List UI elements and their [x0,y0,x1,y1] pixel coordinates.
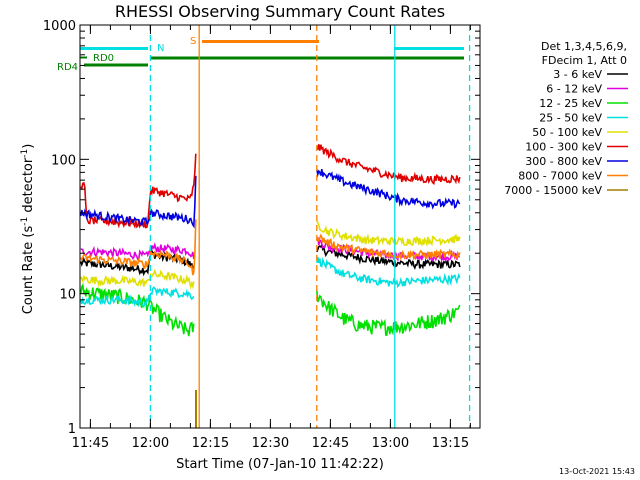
series-800-7000-kev-segment-2 [316,233,461,262]
x-axis-label: Start Time (07-Jan-10 11:42:22) [176,457,384,472]
legend-entry-300-800-kev: 300 - 800 keV [525,155,602,168]
flag-label-night: N [157,43,164,54]
series-lines [80,144,461,337]
legend-entry-50-100-kev: 50 - 100 keV [532,126,602,139]
legend-entry-6-12-kev: 6 - 12 keV [546,83,602,96]
y-axis-label: Count Rate (s-1 detector-1) [20,144,36,315]
series-300-800-kev-segment-2 [316,168,461,210]
legend-header-line-1: Det 1,3,4,5,6,9, [541,40,627,53]
legend-entry-7000-15000-kev: 7000 - 15000 keV [504,184,602,197]
x-tick-label-3: 12:15 [192,436,229,451]
series-800-7000-kev-segment-1 [80,219,197,276]
axes: 1 10 100 1000 11:45 12:00 12:15 12:30 12:45 13:00… [43,19,481,451]
flag-label-rd4: RD4 [57,62,78,73]
y-tick-label-2: 10 [59,288,76,303]
series-50-100-kev-segment-1 [80,268,195,290]
x-tick-label-7: 13:15 [432,436,469,451]
flag-bars: RD4 RD0 N S [57,36,464,428]
y-tick-label-3: 100 [51,153,76,168]
y-tick-label-1: 1 [68,422,76,437]
series-25-50-kev-segment-1 [80,286,195,309]
x-tick-label-6: 13:00 [372,436,409,451]
series-12-25-kev-segment-1 [80,282,195,337]
series-25-50-kev-segment-2 [316,256,461,289]
series-100-300-kev-segment-2 [316,144,461,186]
flag-bar-night-2 [394,47,464,50]
annotation-lines [149,25,471,428]
y-tick-label-4: 1000 [43,19,76,34]
legend-entry-25-50-kev: 25 - 50 keV [539,112,602,125]
legend-entry-12-25-kev: 12 - 25 keV [539,97,602,110]
series-3-6-kev-segment-2 [316,243,461,271]
x-tick-label-4: 12:30 [252,436,289,451]
series-100-300-kev-segment-1 [80,153,197,230]
flag-bar-rd0 [150,56,464,60]
plot-frame [79,24,481,429]
flag-bar-saa [202,40,319,43]
legend-entry-100-300-kev: 100 - 300 keV [525,141,602,154]
x-tick-label-2: 12:00 [132,436,169,451]
flag-bar-rd0-start [80,56,87,59]
flag-label-rd0: RD0 [93,53,114,64]
chart-title: RHESSI Observing Summary Count Rates [115,2,445,21]
legend-entry-800-7000-kev: 800 - 7000 keV [518,170,602,183]
series-50-100-kev-segment-2 [316,220,461,248]
series-12-25-kev-segment-2 [316,289,461,336]
legend-entry-3-6-kev: 3 - 6 keV [553,68,602,81]
series-300-800-kev-segment-1 [80,175,197,229]
legend-header-line-2: FDecim 1, Att 0 [542,54,627,67]
x-tick-label-5: 12:45 [312,436,349,451]
flag-bar-rd4 [84,63,148,67]
x-tick-label-1: 11:45 [72,436,109,451]
flag-bar-night-1 [80,47,148,50]
flag-label-saa: S [190,36,196,47]
legend: Det 1,3,4,5,6,9, FDecim 1, Att 0 3 - 6 k… [504,40,628,197]
series-6-12-kev-segment-1 [80,241,195,261]
generation-timestamp: 13-Oct-2021 15:43 [559,467,635,476]
